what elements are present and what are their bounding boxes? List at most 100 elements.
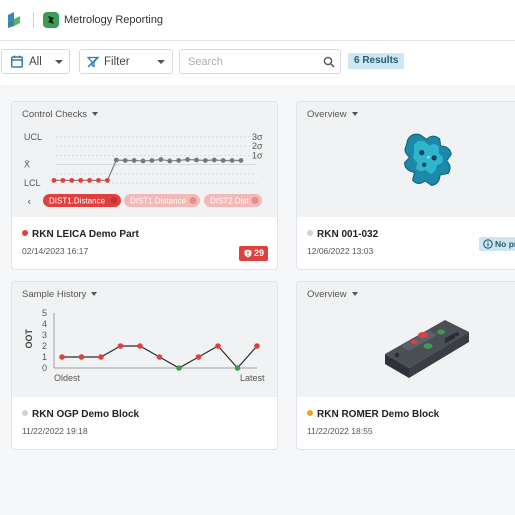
alert-count: 29 xyxy=(254,248,265,258)
part-3d-model-cyan xyxy=(404,133,452,187)
chip-close-icon[interactable] xyxy=(251,197,259,204)
data-point xyxy=(78,177,84,183)
top-bar: Metrology Reporting xyxy=(0,0,515,41)
view-selector-label: Overview xyxy=(307,289,347,300)
view-selector-label: Sample History xyxy=(22,289,87,300)
card-preview: Sample History 0 1 2 3 4 5 OOT Oldest Latest xyxy=(12,282,277,397)
card-date: 02/14/2023 16:17 xyxy=(22,246,89,256)
series-chip[interactable] xyxy=(204,194,262,207)
data-point xyxy=(69,177,75,183)
result-card[interactable]: Overview RKN 001-032 12/06/2022 13:03 No… xyxy=(296,101,515,270)
chip-close-icon[interactable] xyxy=(110,197,118,204)
y-tick-label: 1 xyxy=(42,352,47,362)
data-point xyxy=(59,354,65,360)
chevron-left-icon[interactable]: ‹ xyxy=(27,195,31,208)
data-point xyxy=(215,343,221,349)
card-title[interactable]: RKN ROMER Demo Block xyxy=(307,409,439,420)
series-chip-label: DIST1.Distance xyxy=(130,197,187,206)
view-selector-label: Overview xyxy=(307,109,347,120)
data-point xyxy=(131,158,137,163)
search-box[interactable] xyxy=(179,49,341,74)
results-count-badge: 6 Results xyxy=(348,53,405,69)
status-dot xyxy=(307,230,313,236)
view-selector-label: Control Checks xyxy=(22,109,87,120)
data-point xyxy=(234,365,241,371)
info-badge-text: No pr xyxy=(495,239,515,249)
y-tick-label: 0 xyxy=(42,363,47,373)
info-badge: No pr xyxy=(479,237,515,251)
y-tick-label: LCL xyxy=(24,178,41,188)
view-selector[interactable]: Overview xyxy=(307,289,358,300)
card-preview: Control Checks UCLX̄LCL3σ2σ1σ‹›DIST1.Dis… xyxy=(12,102,277,217)
shield-alert-icon xyxy=(244,249,252,258)
data-point xyxy=(117,343,124,349)
view-selector[interactable]: Overview xyxy=(307,109,358,120)
hexagon-logo-icon[interactable] xyxy=(6,11,22,29)
scope-dropdown[interactable]: All xyxy=(1,49,70,74)
x-end-label: Latest xyxy=(240,373,265,383)
calendar-icon xyxy=(11,55,23,68)
card-title[interactable]: RKN 001-032 xyxy=(307,229,378,240)
card-title-text: RKN 001-032 xyxy=(317,229,379,240)
view-selector[interactable]: Control Checks xyxy=(22,109,98,120)
y-tick-label: 5 xyxy=(42,308,47,318)
x-start-label: Oldest xyxy=(54,373,81,383)
y-tick-label: UCL xyxy=(24,132,42,142)
series-chip[interactable] xyxy=(124,194,200,207)
data-point xyxy=(158,157,164,162)
scope-label: All xyxy=(29,56,42,68)
alert-count-badge[interactable]: 29 xyxy=(239,246,268,261)
data-point xyxy=(105,177,110,183)
chevron-down-icon xyxy=(91,292,98,297)
series-chip-label: DIST2.Dist xyxy=(210,197,249,206)
filter-off-icon xyxy=(87,56,99,68)
data-point xyxy=(185,157,190,162)
search-icon[interactable] xyxy=(323,56,335,68)
chip-close-icon[interactable] xyxy=(189,197,197,204)
card-date: 11/22/2022 19:18 xyxy=(22,426,88,436)
sigma-label: 1σ xyxy=(252,150,263,160)
data-point xyxy=(96,177,101,183)
card-preview: Overview xyxy=(297,282,515,397)
result-card[interactable]: Sample History 0 1 2 3 4 5 OOT Oldest Latest RKN… xyxy=(11,281,278,450)
data-point xyxy=(149,158,155,163)
y-tick-label: X̄ xyxy=(24,160,30,170)
chevron-down-icon xyxy=(91,112,98,117)
data-point xyxy=(229,158,235,163)
card-title[interactable]: RKN LEICA Demo Part xyxy=(22,229,139,240)
data-point xyxy=(51,177,57,183)
data-point xyxy=(113,157,119,163)
search-input[interactable] xyxy=(188,54,318,70)
app-badge-icon[interactable] xyxy=(43,12,59,28)
data-point xyxy=(195,354,202,360)
result-card[interactable]: Overview RKN ROMER Demo Block 11/22/2022… xyxy=(296,281,515,450)
data-point xyxy=(140,158,146,164)
filter-dropdown[interactable]: Filter xyxy=(79,49,173,74)
y-tick-label: 2 xyxy=(42,341,47,351)
part-3d-model-gray xyxy=(385,320,469,378)
card-title-text: RKN ROMER Demo Block xyxy=(317,409,440,420)
y-axis-label: OOT xyxy=(24,328,34,348)
data-point xyxy=(122,158,128,163)
toolbar: All Filter xyxy=(0,41,515,85)
data-point xyxy=(176,158,182,163)
view-selector[interactable]: Sample History xyxy=(22,289,98,300)
card-date: 11/22/2022 18:55 xyxy=(307,426,373,436)
card-title[interactable]: RKN OGP Demo Block xyxy=(22,409,139,420)
card-title-text: RKN OGP Demo Block xyxy=(32,409,140,420)
chevron-down-icon xyxy=(55,60,63,64)
card-date: 12/06/2022 13:03 xyxy=(307,246,374,256)
y-tick-label: 3 xyxy=(42,330,47,340)
data-point xyxy=(156,354,163,360)
series-chip-label: DIST1.Distance xyxy=(49,197,106,206)
result-card[interactable]: Control Checks UCLX̄LCL3σ2σ1σ‹›DIST1.Dis… xyxy=(11,101,278,270)
chevron-down-icon xyxy=(157,60,165,64)
data-point xyxy=(194,157,199,163)
header-divider xyxy=(33,12,34,28)
data-point xyxy=(238,158,244,163)
series-chip[interactable] xyxy=(43,194,121,207)
data-point xyxy=(254,343,260,349)
data-point xyxy=(202,158,208,163)
control-chart: UCLX̄LCL3σ2σ1σ‹›DIST1.DistanceDIST1.Dist… xyxy=(24,132,263,208)
